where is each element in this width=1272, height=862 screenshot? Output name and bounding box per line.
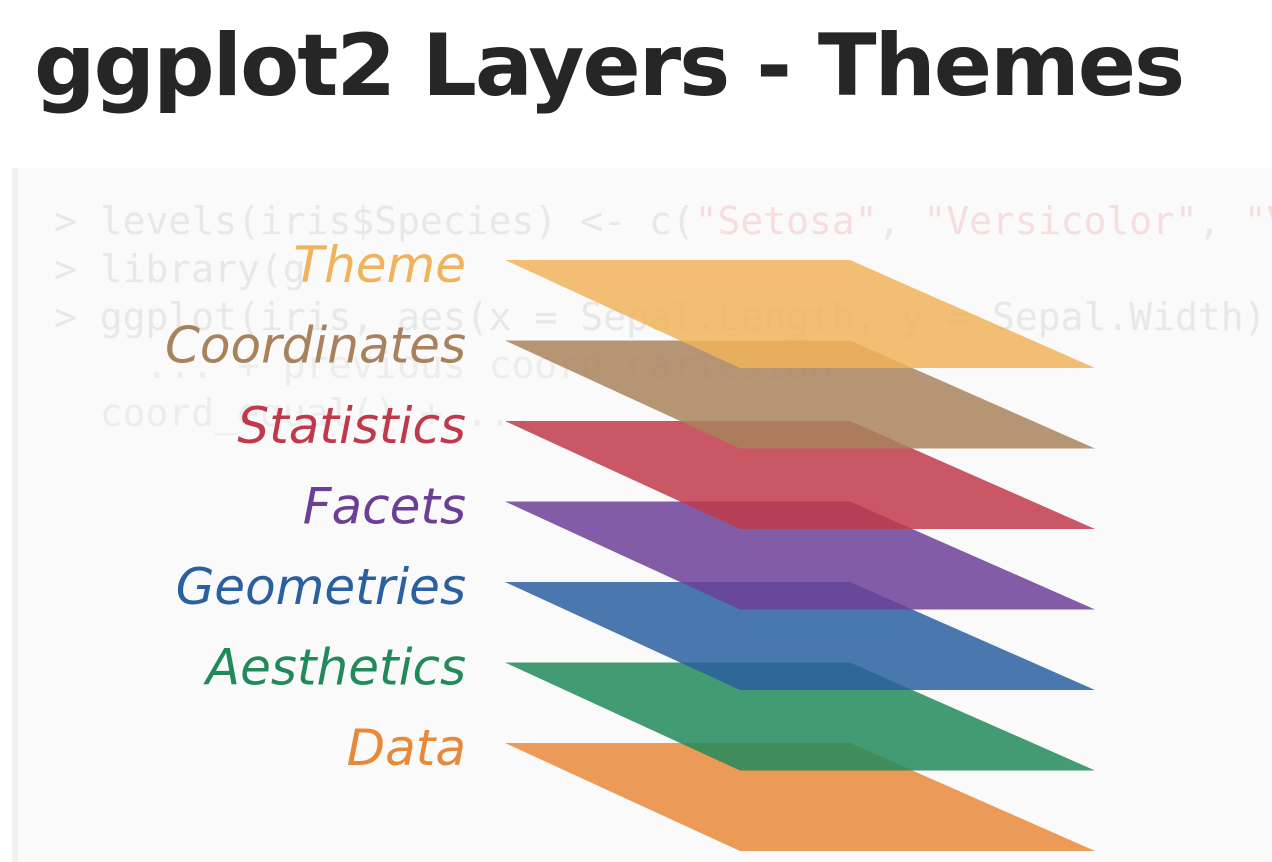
layer-plane-statistics (505, 421, 1095, 529)
slide-title: ggplot2 Layers - Themes (34, 16, 1185, 116)
code-line: > library(g (54, 247, 306, 291)
layer-plane-data (505, 743, 1095, 851)
layer-label-data: Data (347, 719, 466, 777)
layer-plane-aesthetics (505, 662, 1095, 771)
code-line: coord_equal() + ... (54, 391, 535, 435)
layer-labels: Theme Coordinates Statistics Facets Geometri… (165, 236, 466, 777)
layer-label-statistics: Statistics (237, 397, 466, 455)
layer-label-aesthetics: Aesthetics (203, 639, 466, 697)
layer-planes (505, 260, 1095, 851)
layer-label-geometries: Geometries (176, 558, 466, 616)
layer-plane-theme (505, 260, 1095, 368)
layer-plane-facets (505, 501, 1095, 610)
layer-plane-coordinates (505, 340, 1095, 449)
code-line: > levels(iris$Species) <- c("Setosa", "V… (54, 199, 1272, 243)
layer-label-coordinates: Coordinates (165, 317, 466, 375)
layer-plane-geometries (505, 582, 1095, 690)
layer-label-theme: Theme (294, 236, 466, 294)
layer-label-facets: Facets (303, 478, 466, 536)
